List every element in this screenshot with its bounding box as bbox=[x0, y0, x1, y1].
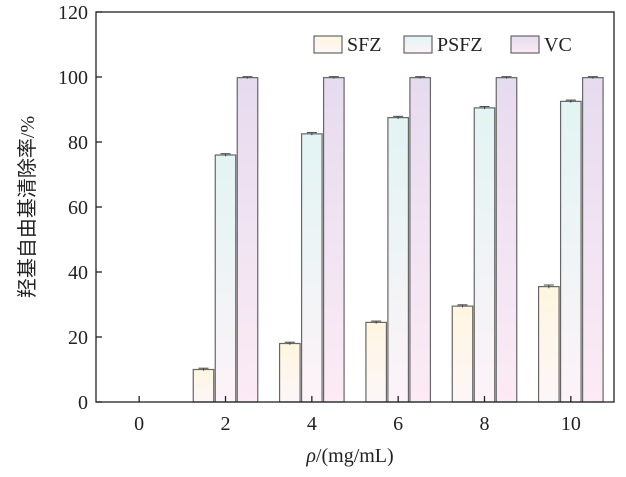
bar-vc bbox=[236, 77, 259, 403]
bar-psfz bbox=[300, 133, 323, 403]
bar-sfz bbox=[537, 286, 560, 403]
bar-psfz bbox=[387, 117, 410, 403]
bar-vc bbox=[495, 77, 518, 403]
y-tick-label: 100 bbox=[58, 67, 88, 89]
x-tick-label: 4 bbox=[307, 413, 317, 435]
x-tick-label: 10 bbox=[561, 413, 581, 435]
bar-psfz bbox=[559, 100, 582, 403]
legend-swatch-psfz bbox=[403, 35, 433, 54]
bar-vc bbox=[409, 77, 432, 403]
bar-sfz bbox=[365, 321, 388, 403]
bar-vc bbox=[581, 77, 604, 403]
x-tick-label: 2 bbox=[221, 413, 231, 435]
x-axis-label: ρ/(mg/mL) bbox=[305, 445, 393, 467]
legend-label-sfz: SFZ bbox=[347, 34, 381, 56]
legend-swatch-sfz bbox=[313, 35, 343, 54]
legend-swatch-vc bbox=[510, 35, 540, 54]
legend-label-psfz: PSFZ bbox=[437, 34, 483, 56]
x-axis: 0 2 4 6 8 10 bbox=[134, 396, 581, 435]
bar-psfz bbox=[473, 107, 496, 403]
bar-sfz bbox=[278, 342, 301, 403]
x-tick-label: 6 bbox=[393, 413, 403, 435]
y-tick-label: 40 bbox=[68, 262, 88, 284]
bar-sfz bbox=[192, 368, 215, 403]
y-tick-label: 0 bbox=[78, 392, 88, 414]
y-tick-label: 120 bbox=[58, 2, 88, 24]
y-tick-label: 20 bbox=[68, 327, 88, 349]
x-tick-label: 8 bbox=[480, 413, 490, 435]
bar-psfz bbox=[214, 154, 237, 403]
plot-frame bbox=[95, 11, 615, 403]
legend: SFZ PSFZ VC bbox=[313, 34, 572, 56]
y-axis: 0 20 40 60 80 100 120 bbox=[58, 2, 102, 414]
y-tick-label: 60 bbox=[68, 197, 88, 219]
y-axis-label: 羟基自由基清除率/% bbox=[16, 116, 39, 298]
bars-layer bbox=[192, 76, 604, 403]
bar-vc bbox=[322, 77, 345, 403]
legend-label-vc: VC bbox=[544, 34, 572, 56]
y-tick-label: 80 bbox=[68, 132, 88, 154]
x-tick-label: 0 bbox=[134, 413, 144, 435]
bar-sfz bbox=[451, 305, 474, 403]
